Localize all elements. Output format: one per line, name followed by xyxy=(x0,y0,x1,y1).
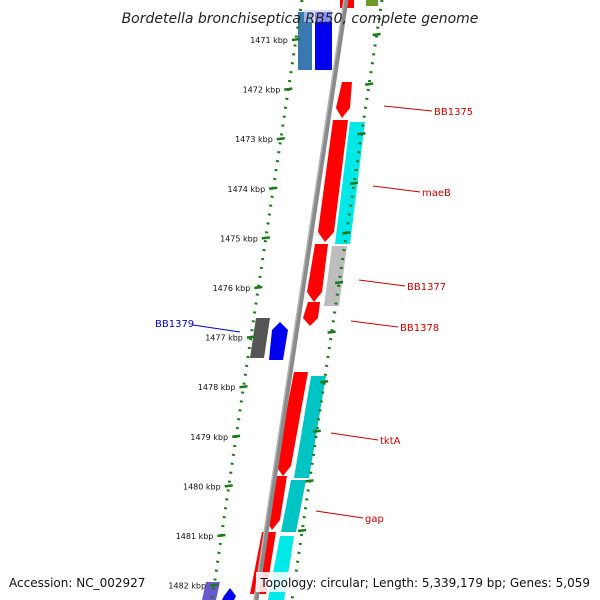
scale-tick-mark xyxy=(284,87,293,91)
scale-tick-label: 1472 kbp xyxy=(243,86,281,95)
scale-tick-label: 1474 kbp xyxy=(227,185,265,194)
scale-tick-label: 1479 kbp xyxy=(190,433,228,442)
scale-tick-mark xyxy=(254,285,263,290)
gene-label-gap: gap xyxy=(365,514,384,525)
scale-ticks: 1471 kbp 1472 kbp 1473 kbp 1474 kbp 1475 kbp… xyxy=(168,32,381,591)
genome-backbone xyxy=(253,0,349,600)
gene-feature xyxy=(269,322,288,360)
outer-ring-tick xyxy=(305,479,314,483)
label-connector xyxy=(358,279,406,287)
gene-feature xyxy=(303,302,320,326)
gene-feature xyxy=(250,318,270,358)
gene-feature xyxy=(222,588,236,600)
scale-tick-label: 1481 kbp xyxy=(176,532,214,541)
gene-label-bb1375: BB1375 xyxy=(434,107,473,118)
label-connector xyxy=(315,510,364,519)
outer-ring-tick xyxy=(349,181,359,186)
gene-feature xyxy=(366,0,378,6)
label-connector xyxy=(330,432,379,441)
gene-label-maeb: maeB xyxy=(422,188,451,199)
outer-ring-tick xyxy=(334,280,344,285)
gene-feature xyxy=(202,582,220,600)
outer-ring-tick xyxy=(312,429,321,434)
gene-label-bb1377: BB1377 xyxy=(407,282,446,293)
scale-tick-mark xyxy=(217,533,226,538)
gene-label-tkta: tktA xyxy=(380,436,401,447)
label-connector xyxy=(192,324,241,333)
gene-feature xyxy=(324,246,347,306)
gene-feature xyxy=(298,12,312,70)
gene-feature xyxy=(315,12,332,70)
gene-feature xyxy=(336,82,352,118)
label-connector xyxy=(350,320,399,328)
outer-ring-tick xyxy=(357,131,366,136)
outer-ring-tick xyxy=(327,330,336,334)
genome-backbone-highlight xyxy=(253,0,345,600)
scale-tick-mark xyxy=(269,186,278,191)
outer-ring-tick xyxy=(364,82,374,86)
footer-backdrop-left xyxy=(4,572,150,592)
scale-tick-label: 1475 kbp xyxy=(220,234,258,243)
scale-tick-label: 1478 kbp xyxy=(198,383,236,392)
scale-tick-label: 1477 kbp xyxy=(205,334,243,343)
gene-feature xyxy=(307,244,328,302)
outer-ring-tick xyxy=(320,379,329,384)
scale-tick-mark xyxy=(246,335,256,339)
gene-feature xyxy=(294,376,326,478)
outer-ring-tick xyxy=(342,231,351,235)
gene-label-lines xyxy=(192,105,433,519)
gene-label-bb1379: BB1379 xyxy=(155,319,194,330)
gene-feature xyxy=(276,372,308,476)
gene-feature-shade xyxy=(304,10,332,22)
scale-tick-mark xyxy=(276,136,285,141)
gene-feature xyxy=(318,120,348,242)
gene-labels: BB1375 maeB BB1377 BB1378 BB1379 tktA ga… xyxy=(155,107,473,525)
scale-tick-mark xyxy=(261,236,270,240)
label-connector xyxy=(383,105,433,112)
gene-feature xyxy=(281,480,306,532)
outer-ring-tick xyxy=(372,32,381,37)
scale-tick-label: 1473 kbp xyxy=(235,135,273,144)
scale-tick-mark xyxy=(224,484,233,488)
scale-tick-label: 1482 kbp xyxy=(168,582,206,591)
scale-tick-mark xyxy=(291,37,301,42)
scale-tick-label: 1476 kbp xyxy=(213,284,251,293)
footer-backdrop-right xyxy=(256,572,596,592)
gene-label-bb1378: BB1378 xyxy=(400,323,439,334)
scale-tick-label: 1471 kbp xyxy=(250,36,288,45)
outer-ring-tick xyxy=(297,528,307,533)
label-connector xyxy=(372,185,421,193)
gene-features xyxy=(202,0,378,600)
scale-tick-mark xyxy=(209,583,219,587)
scale-tick-label: 1480 kbp xyxy=(183,482,221,491)
genome-title: Bordetella bronchiseptica RB50, complete… xyxy=(122,11,479,27)
scale-tick-mark xyxy=(231,434,241,439)
scale-tick-mark xyxy=(239,384,248,389)
genome-summary-text: Topology: circular; Length: 5,339,179 bp… xyxy=(259,576,590,590)
accession-text: Accession: NC_002927 xyxy=(9,576,145,590)
